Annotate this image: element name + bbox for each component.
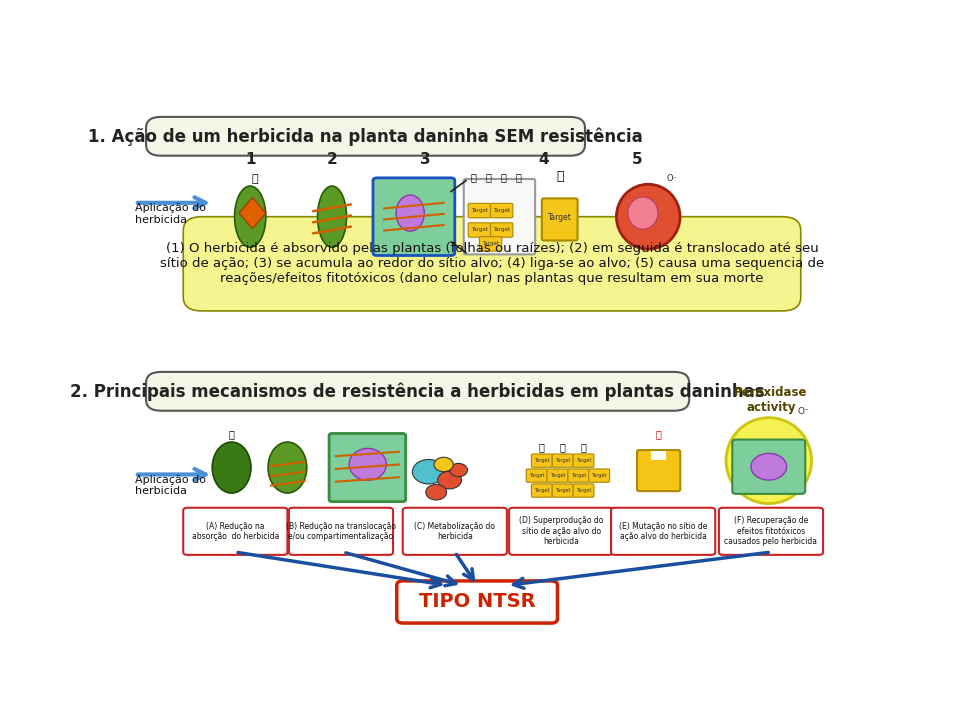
FancyBboxPatch shape xyxy=(329,433,406,502)
FancyBboxPatch shape xyxy=(396,581,558,623)
FancyBboxPatch shape xyxy=(464,179,535,254)
FancyBboxPatch shape xyxy=(732,439,805,494)
Text: (B) Redução na translocação
e/ou compartimentalização: (B) Redução na translocação e/ou compart… xyxy=(286,521,396,541)
FancyBboxPatch shape xyxy=(719,508,823,555)
Text: (D) Superprodução do
sítio de ação alvo do
herbicida: (D) Superprodução do sítio de ação alvo … xyxy=(519,516,604,546)
Text: Target: Target xyxy=(470,208,488,213)
FancyBboxPatch shape xyxy=(611,508,715,555)
FancyBboxPatch shape xyxy=(526,469,547,482)
FancyBboxPatch shape xyxy=(552,484,573,498)
Text: 4: 4 xyxy=(539,152,549,167)
Ellipse shape xyxy=(212,442,251,493)
Ellipse shape xyxy=(396,195,424,231)
FancyBboxPatch shape xyxy=(532,484,552,498)
FancyBboxPatch shape xyxy=(532,454,552,467)
FancyBboxPatch shape xyxy=(183,217,801,311)
FancyBboxPatch shape xyxy=(146,117,585,156)
Text: 5: 5 xyxy=(632,152,642,167)
Circle shape xyxy=(434,457,453,472)
Text: Target: Target xyxy=(493,208,510,213)
Circle shape xyxy=(438,471,462,489)
Text: 🍄: 🍄 xyxy=(539,442,544,452)
Text: 1. Ação de um herbicida na planta daninha SEM resistência: 1. Ação de um herbicida na planta daninh… xyxy=(88,127,643,145)
Text: Aplicação do
herbicida: Aplicação do herbicida xyxy=(134,203,205,225)
FancyBboxPatch shape xyxy=(146,372,689,410)
Text: Target: Target xyxy=(529,473,544,478)
FancyBboxPatch shape xyxy=(509,508,613,555)
Text: (F) Recuperação de
efeitos fitotóxicos
causados pelo herbicida: (F) Recuperação de efeitos fitotóxicos c… xyxy=(725,516,818,546)
Text: 🍄: 🍄 xyxy=(516,172,521,182)
Text: (1) O herbicida é absorvido pelas plantas (folhas ou raízes); (2) em seguida é t: (1) O herbicida é absorvido pelas planta… xyxy=(160,243,824,285)
Text: Target: Target xyxy=(570,473,586,478)
FancyBboxPatch shape xyxy=(541,199,578,240)
Text: 🍄: 🍄 xyxy=(560,442,565,452)
FancyBboxPatch shape xyxy=(479,237,502,251)
FancyBboxPatch shape xyxy=(403,508,507,555)
Ellipse shape xyxy=(318,186,347,247)
Circle shape xyxy=(449,464,468,477)
Text: 🍄: 🍄 xyxy=(581,442,587,452)
Circle shape xyxy=(426,485,446,500)
FancyBboxPatch shape xyxy=(289,508,393,555)
Ellipse shape xyxy=(751,454,786,480)
FancyBboxPatch shape xyxy=(573,484,594,498)
Ellipse shape xyxy=(726,418,811,503)
Text: Target: Target xyxy=(550,473,565,478)
Text: Aplicação do
herbicida: Aplicação do herbicida xyxy=(134,474,205,496)
Text: 🍄: 🍄 xyxy=(252,174,258,184)
FancyBboxPatch shape xyxy=(637,450,681,491)
Text: Target: Target xyxy=(470,228,488,233)
Text: Target: Target xyxy=(534,458,549,463)
Text: Target: Target xyxy=(555,458,570,463)
Text: 🍄: 🍄 xyxy=(500,172,506,182)
Text: TIPO NTSR: TIPO NTSR xyxy=(419,593,536,611)
FancyBboxPatch shape xyxy=(372,178,455,256)
FancyBboxPatch shape xyxy=(588,469,610,482)
Text: (C) Metabolização do
herbicida: (C) Metabolização do herbicida xyxy=(415,521,495,541)
FancyBboxPatch shape xyxy=(573,454,594,467)
Text: 🍄: 🍄 xyxy=(470,172,476,182)
Text: Peroxidase
activity: Peroxidase activity xyxy=(734,386,807,413)
Text: Target: Target xyxy=(555,488,570,493)
FancyBboxPatch shape xyxy=(468,222,491,237)
Text: O⁻: O⁻ xyxy=(666,174,677,183)
Text: Target: Target xyxy=(482,241,499,246)
FancyBboxPatch shape xyxy=(491,203,513,217)
Text: 🍄: 🍄 xyxy=(228,429,234,439)
Text: (E) Mutação no sítio de
ação alvo do herbicida: (E) Mutação no sítio de ação alvo do her… xyxy=(619,521,708,541)
Ellipse shape xyxy=(268,442,307,493)
FancyBboxPatch shape xyxy=(547,469,568,482)
Ellipse shape xyxy=(349,449,386,480)
Ellipse shape xyxy=(628,197,658,229)
Polygon shape xyxy=(239,197,266,229)
Text: Target: Target xyxy=(534,488,549,493)
Ellipse shape xyxy=(234,186,266,247)
Text: Target: Target xyxy=(548,213,571,222)
FancyBboxPatch shape xyxy=(468,203,491,217)
Text: 2. Principais mecanismos de resistência a herbicidas em plantas daninhas: 2. Principais mecanismos de resistência … xyxy=(70,382,765,400)
Text: Target: Target xyxy=(591,473,607,478)
Text: 🍄: 🍄 xyxy=(486,172,492,182)
Text: 1: 1 xyxy=(245,152,255,167)
FancyBboxPatch shape xyxy=(552,454,573,467)
Text: (A) Redução na
absorção  do herbicida: (A) Redução na absorção do herbicida xyxy=(192,521,279,541)
Text: 🍄: 🍄 xyxy=(656,429,661,439)
FancyBboxPatch shape xyxy=(651,451,666,459)
FancyBboxPatch shape xyxy=(568,469,588,482)
Text: Target: Target xyxy=(576,458,591,463)
FancyBboxPatch shape xyxy=(183,508,287,555)
Text: 2: 2 xyxy=(326,152,337,167)
Text: 3: 3 xyxy=(420,152,430,167)
Circle shape xyxy=(413,459,445,484)
Ellipse shape xyxy=(616,184,680,249)
FancyBboxPatch shape xyxy=(491,222,513,237)
Text: 🍄: 🍄 xyxy=(556,170,564,183)
Text: Target: Target xyxy=(576,488,591,493)
Text: Target: Target xyxy=(493,228,510,233)
Text: O⁻: O⁻ xyxy=(797,408,809,416)
